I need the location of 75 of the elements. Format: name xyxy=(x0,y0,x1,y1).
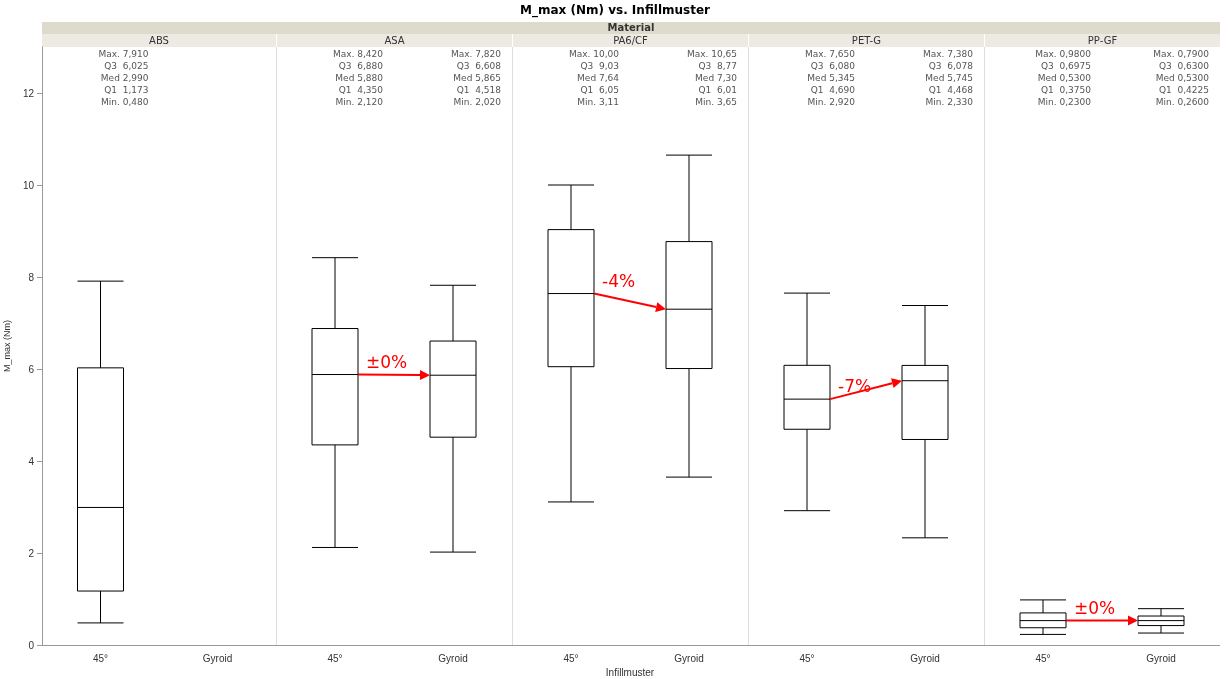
annotation: Q1 1,173 xyxy=(104,84,149,95)
annotation: Q1 6,05 xyxy=(580,84,619,95)
chart-title: ABS xyxy=(42,34,276,47)
x-tick-label: 45° xyxy=(327,652,343,664)
annotation: Max. 8,420 xyxy=(332,48,384,59)
annotation: Q1 4,518 xyxy=(456,84,502,95)
annotation: -7% xyxy=(838,376,872,397)
annotation: Q3 6,880 xyxy=(338,60,384,71)
x-tick-label: 45° xyxy=(799,652,815,664)
annotation: Min. 2,020 xyxy=(453,96,502,107)
y-tick-label: 0 xyxy=(28,639,35,651)
annotation: Q3 6,078 xyxy=(928,60,974,71)
x-tick-label: 45° xyxy=(563,652,579,664)
annotation: -4% xyxy=(602,270,636,291)
annotation: Med 7,30 xyxy=(695,72,738,83)
annotation: Q3 6,025 xyxy=(104,60,149,71)
chart-title: PP-GF xyxy=(984,34,1220,47)
annotation: Min. 2,920 xyxy=(807,96,856,107)
x-tick-label: Gyroid xyxy=(910,652,940,664)
annotation: Q1 0,3750 xyxy=(1040,84,1092,95)
x-tick-label: Gyroid xyxy=(1146,652,1176,664)
annotation: Med 2,990 xyxy=(100,72,149,83)
legend-title: Material xyxy=(42,22,1220,34)
annotation: Min. 0,2600 xyxy=(1155,96,1210,107)
annotation: Q3 9,03 xyxy=(580,60,619,71)
x-tick-label: Gyroid xyxy=(674,652,704,664)
annotation: Min. 3,11 xyxy=(577,96,619,107)
annotation: Med 0,5300 xyxy=(1037,72,1092,83)
x-axis-title: Infillmuster xyxy=(605,667,655,679)
annotation: Med 5,865 xyxy=(453,72,501,83)
annotation: Q3 0,6975 xyxy=(1040,60,1091,71)
annotation: Q3 0,6300 xyxy=(1158,60,1210,71)
y-axis-title: M_max (Nm) xyxy=(2,320,13,372)
annotation: Q3 8,77 xyxy=(698,60,737,71)
annotation: Min. 3,65 xyxy=(695,96,737,107)
annotation: Max. 7,910 xyxy=(98,48,149,59)
chart-title: ASA xyxy=(276,34,512,47)
annotation: Max. 7,650 xyxy=(804,48,856,59)
annotation: Med 7,64 xyxy=(577,72,620,83)
annotation: Q1 4,350 xyxy=(338,84,384,95)
y-tick-label: 4 xyxy=(28,455,35,467)
annotation: Q3 6,608 xyxy=(456,60,502,71)
annotation: Med 0,5300 xyxy=(1155,72,1210,83)
annotation: Max. 0,7900 xyxy=(1153,48,1210,59)
chart-title: PET-G xyxy=(748,34,984,47)
annotation: Q1 4,468 xyxy=(928,84,974,95)
x-tick-label: Gyroid xyxy=(202,652,233,664)
annotation: Max. 7,820 xyxy=(450,48,502,59)
y-tick-label: 6 xyxy=(28,363,35,375)
annotation: Max. 0,9800 xyxy=(1035,48,1092,59)
annotation: Med 5,880 xyxy=(335,72,384,83)
annotation: Max. 7,380 xyxy=(922,48,974,59)
annotation: Q1 4,690 xyxy=(810,84,856,95)
annotation: Max. 10,65 xyxy=(686,48,737,59)
x-tick-label: 45° xyxy=(1035,652,1051,664)
annotation: Min. 2,330 xyxy=(925,96,974,107)
annotation: Min. 0,480 xyxy=(101,96,149,107)
x-tick-label: Gyroid xyxy=(438,652,468,664)
annotation: ±0% xyxy=(1074,597,1116,618)
annotation: Q3 6,080 xyxy=(810,60,856,71)
annotation: Med 5,745 xyxy=(925,72,973,83)
annotation: Max. 10,00 xyxy=(568,48,620,59)
annotation: Min. 0,2300 xyxy=(1037,96,1092,107)
chart-subtitle: M_max (Nm) vs. Infillmuster xyxy=(519,3,711,17)
annotation: ±0% xyxy=(366,351,408,372)
y-tick-label: 2 xyxy=(28,547,35,559)
y-tick-label: 10 xyxy=(22,179,35,191)
y-tick-label: 8 xyxy=(28,271,35,283)
annotation: Q1 0,4225 xyxy=(1158,84,1209,95)
chart-title: PA6/CF xyxy=(512,34,748,47)
annotation: Med 5,345 xyxy=(807,72,855,83)
x-tick-label: 45° xyxy=(92,652,109,664)
y-tick-label: 12 xyxy=(22,87,35,99)
annotation: Q1 6,01 xyxy=(698,84,737,95)
annotation: Min. 2,120 xyxy=(335,96,384,107)
